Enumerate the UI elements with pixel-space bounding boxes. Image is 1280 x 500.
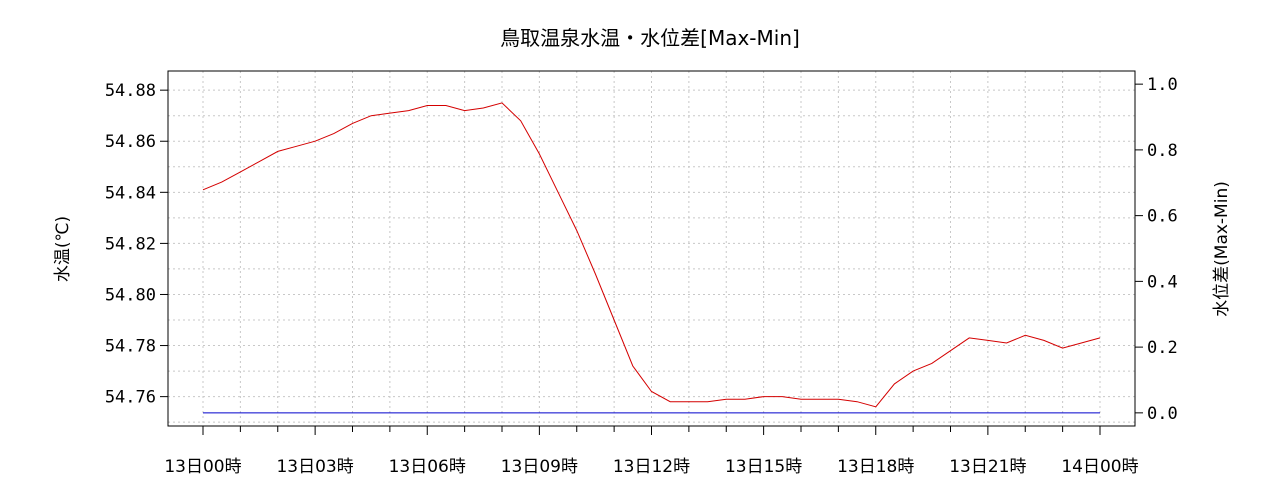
x-tick-label: 13日18時 [837,457,914,477]
x-tick-label: 13日15時 [725,457,802,477]
y-axis-right-label: 水位差(Max-Min) [1212,181,1232,317]
x-tick-label: 14日00時 [1061,457,1138,477]
y-axis-right: 0.0 0.2 0.4 0.6 0.8 1.0 [1135,75,1178,424]
y-axis-left-label: 水温(℃) [53,216,73,282]
y-left-tick-label: 54.88 [105,81,156,101]
y-right-tick-label: 0.0 [1147,404,1178,424]
y-left-tick-label: 54.84 [105,183,156,203]
x-tick-label: 13日06時 [389,457,466,477]
y-right-tick-label: 0.6 [1147,207,1178,227]
y-left-tick-label: 54.86 [105,132,156,152]
y-left-tick-label: 54.76 [105,388,156,408]
x-tick-label: 13日21時 [949,457,1026,477]
y-left-tick-label: 54.80 [105,285,156,305]
y-right-tick-label: 0.2 [1147,338,1178,358]
grid [168,71,1135,426]
y-left-tick-label: 54.78 [105,337,156,357]
series-line-left [202,102,1101,408]
y-right-tick-label: 1.0 [1147,75,1178,95]
y-axis-left: 54.76 54.78 54.80 54.82 54.84 54.86 54.88 [105,81,168,408]
series-layer [202,102,1101,414]
x-tick-label: 13日09時 [501,457,578,477]
y-right-tick-label: 0.4 [1147,272,1178,292]
x-tick-label: 13日00時 [164,457,241,477]
x-tick-label: 13日03時 [276,457,353,477]
x-axis: 13日00時 13日03時 13日06時 13日09時 13日12時 13日15時 13日1… [164,426,1139,477]
y-right-tick-label: 0.8 [1147,141,1178,161]
y-left-tick-label: 54.82 [105,234,156,254]
chart-title: 鳥取温泉水温・水位差[Max-Min] [500,26,800,50]
x-tick-label: 13日12時 [613,457,690,477]
